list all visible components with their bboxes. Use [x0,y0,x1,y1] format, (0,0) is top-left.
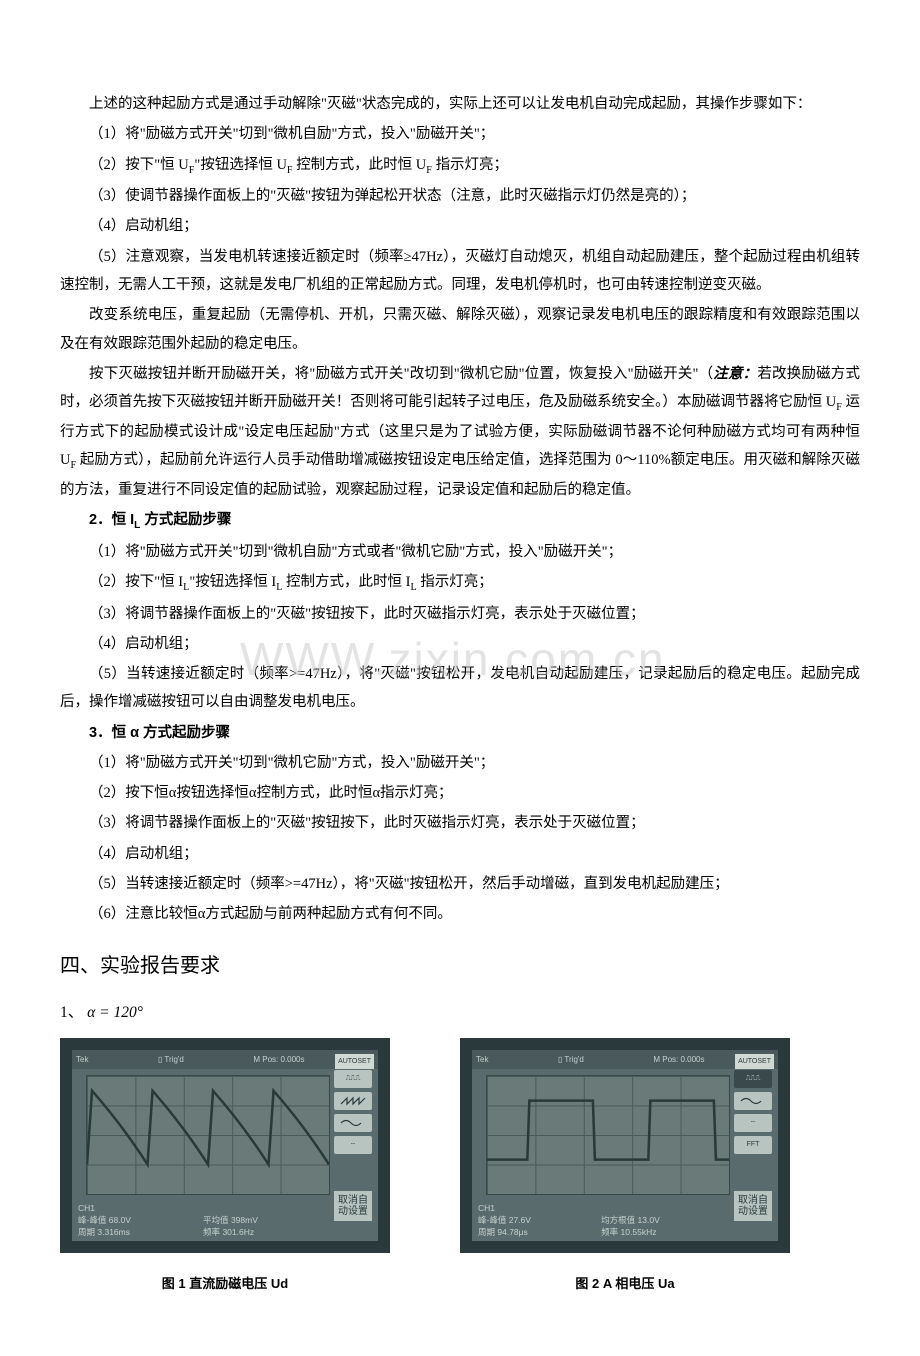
caption-1: 图 1 直流励磁电压 Ud [60,1271,390,1296]
scope-tek-label: Tek [476,1052,488,1068]
step-c4: （4）启动机组； [60,840,860,868]
scope-btn-sine-icon [334,1114,372,1132]
step-c5: （5）当转速接近额定时（频率>=47Hz），将"灭磁"按钮松开，然后手动增磁，直… [60,870,860,898]
scope-btn-saw-icon [334,1092,372,1110]
scope-mpos-label: M Pos: 0.000s [253,1052,304,1068]
heading-2: 2．恒 IL 方式起励步骤 [60,506,860,536]
waveform-2 [487,1076,729,1194]
step-c6: （6）注意比较恒α方式起励与前两种起励方式有何不同。 [60,900,860,928]
step-c2: （2）按下恒α按钮选择恒α控制方式，此时恒α指示灯亮； [60,779,860,807]
step-b1: （1）将"励磁方式开关"切到"微机自励"方式或者"微机它励"方式，投入"励磁开关… [60,538,860,566]
formula-1: 1、 α = 120° [60,998,860,1028]
scope-btn-dash-icon: ┄ [734,1114,772,1132]
scope-trig-label: ▯ Trig'd [158,1052,184,1068]
step-a5: （5）注意观察，当发电机转速接近额定时（频率≥47Hz），灭磁灯自动熄灭，机组自… [60,243,860,300]
step-c1: （1）将"励磁方式开关"切到"微机它励"方式，投入"励磁开关"； [60,749,860,777]
heading-3: 3．恒 α 方式起励步骤 [60,719,860,747]
step-a1: （1）将"励磁方式开关"切到"微机自励"方式，投入"励磁开关"； [60,120,860,148]
oscilloscope-2: Tek ▯ Trig'd M Pos: 0.000s AUTOSET ⎍⎍⎍ ┄… [460,1038,790,1253]
waveform-1 [87,1076,329,1194]
step-b3: （3）将调节器操作面板上的"灭磁"按钮按下，此时灭磁指示灯亮，表示处于灭磁位置； [60,600,860,628]
scope-plot-2 [486,1075,730,1195]
scope-btn-sq-icon: ⎍⎍⎍ [334,1070,372,1088]
scope-footer-1: CH1 20.0V M 1.00ms CH1 / 10.1V [72,1241,378,1253]
scope-buttons-2: ⎍⎍⎍ ┄ FFT [734,1070,774,1154]
scope-buttons-1: ⎍⎍⎍ ┄ [334,1070,374,1154]
autoset-label: AUTOSET [735,1054,774,1070]
caption-2: 图 2 A 相电压 Ua [460,1271,790,1296]
step-b2: （2）按下"恒 IL"按钮选择恒 IL 控制方式，此时恒 IL 指示灯亮； [60,568,860,598]
paragraph-3: 按下灭磁按钮并断开励磁开关，将"励磁方式开关"改切到"微机它励"位置，恢复投入"… [60,360,860,504]
scope-btn-sq-icon: ⎍⎍⎍ [734,1070,772,1088]
scope-readout-2: CH1 峰-峰值 27.6V 周期 94.78μs 均方根值 13.0V 频率 … [472,1201,778,1241]
scope-btn-sine-icon [734,1092,772,1110]
scope-mpos-label: M Pos: 0.000s [653,1052,704,1068]
intro-paragraph: 上述的这种起励方式是通过手动解除"灭磁"状态完成的，实际上还可以让发电机自动完成… [60,90,860,118]
step-a4: （4）启动机组； [60,212,860,240]
figure-1: Tek ▯ Trig'd M Pos: 0.000s AUTOSET ⎍⎍⎍ ┄ [60,1038,390,1296]
section-4-title: 四、实验报告要求 [60,947,860,986]
paragraph-2: 改变系统电压，重复起励（无需停机、开机，只需灭磁、解除灭磁），观察记录发电机电压… [60,301,860,358]
scope-plot-1 [86,1075,330,1195]
scope-tek-label: Tek [76,1052,88,1068]
scope-btn-fft: FFT [734,1136,772,1154]
auto-cancel-1: 取消自动设置 [334,1191,372,1221]
oscilloscope-1: Tek ▯ Trig'd M Pos: 0.000s AUTOSET ⎍⎍⎍ ┄ [60,1038,390,1253]
step-c3: （3）将调节器操作面板上的"灭磁"按钮按下，此时灭磁指示灯亮，表示处于灭磁位置； [60,809,860,837]
step-b5: （5）当转速接近额定时（频率>=47Hz），将"灭磁"按钮松开，发电机自动起励建… [60,660,860,717]
step-a2: （2）按下"恒 UF"按钮选择恒 UF 控制方式，此时恒 UF 指示灯亮； [60,151,860,181]
scope-footer-2: CH1 10.0V M 25.0μs CH1 / 21.7V [472,1241,778,1253]
scope-trig-label: ▯ Trig'd [558,1052,584,1068]
scope-readout-1: CH1 峰-峰值 68.0V 周期 3.316ms 平均值 398mV 频率 3… [72,1201,378,1241]
autoset-label: AUTOSET [335,1054,374,1070]
auto-cancel-2: 取消自动设置 [734,1191,772,1221]
figure-2: Tek ▯ Trig'd M Pos: 0.000s AUTOSET ⎍⎍⎍ ┄… [460,1038,790,1296]
figures-row: Tek ▯ Trig'd M Pos: 0.000s AUTOSET ⎍⎍⎍ ┄ [60,1038,860,1296]
scope-btn-dash-icon: ┄ [334,1136,372,1154]
step-a3: （3）使调节器操作面板上的"灭磁"按钮为弹起松开状态（注意，此时灭磁指示灯仍然是… [60,182,860,210]
step-b4: （4）启动机组； [60,630,860,658]
